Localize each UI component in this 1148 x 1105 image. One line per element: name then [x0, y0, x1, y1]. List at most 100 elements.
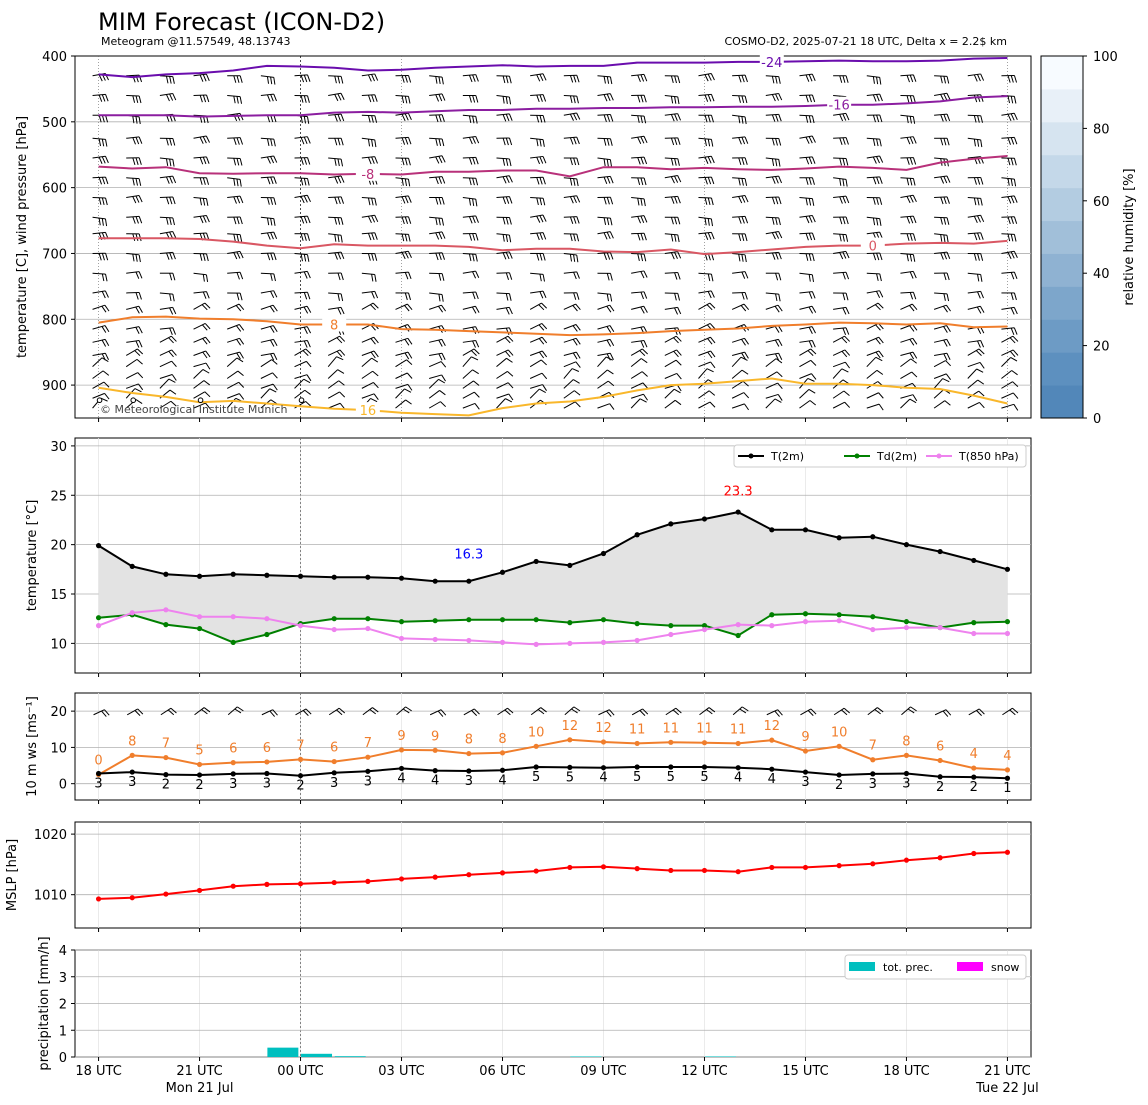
wind-barb-shaft [429, 252, 443, 254]
wind-barb-shaft [126, 136, 140, 139]
wind-barb-flag [1010, 292, 1014, 301]
wind-barb-flag [605, 356, 613, 361]
wind-barb-shaft [395, 136, 409, 139]
wind-barb-shaft [968, 708, 980, 716]
wind-barb-shaft [361, 197, 375, 199]
wind-barb-flag [677, 196, 681, 204]
wind-barb-shaft [631, 135, 645, 139]
wind-barb-flag [839, 216, 843, 225]
wind-value-label: 12 [562, 719, 579, 734]
wind-barb-shaft [698, 322, 711, 330]
wind-barb-flag [270, 273, 273, 281]
wind-barb-flag [367, 216, 372, 224]
wind-barb-flag [303, 306, 309, 314]
date-label: Mon 21 Jul [166, 1081, 234, 1096]
wind-barb-flag [876, 76, 879, 85]
wind-barb-shaft [294, 215, 308, 218]
wind-barb-flag [438, 305, 444, 313]
wind-barb-flag [674, 293, 677, 301]
colorbar-tick-label: 100 [1093, 50, 1118, 65]
wind-barb-shaft [261, 709, 273, 716]
wind-barb-shaft [832, 401, 845, 409]
wind-barb-shaft [429, 338, 442, 343]
wind-barb-flag [672, 709, 680, 716]
wind-barb-shaft [462, 326, 476, 330]
wind-value-label: 3 [465, 774, 473, 789]
wind-barb-flag [273, 139, 276, 147]
wind-barb-flag [542, 253, 546, 261]
series-point [196, 614, 203, 620]
wind-barb-flag [435, 197, 439, 205]
wind-barb-flag [876, 252, 880, 261]
wind-barb-flag [334, 94, 339, 102]
wind-barb-shaft [395, 359, 407, 368]
wind-barb-shaft [598, 709, 610, 716]
wind-barb-shaft [92, 304, 106, 310]
series-point [937, 624, 943, 631]
wind-barb-flag [439, 390, 446, 396]
wind-barb-shaft [260, 137, 274, 140]
wind-barb-flag [305, 348, 312, 355]
wind-barb-shaft [731, 337, 745, 343]
wind-barb-shaft [664, 372, 677, 379]
series-point [600, 550, 607, 557]
wind-barb-flag [771, 176, 776, 184]
wind-barb-flag [606, 710, 612, 717]
wind-barb-flag [236, 357, 244, 363]
wind-barb-flag [233, 216, 237, 225]
wind-barb-shaft [496, 335, 509, 343]
wind-barb-flag [1009, 337, 1016, 344]
wind-barb-flag [808, 340, 813, 348]
wind-barb-shaft [395, 337, 409, 343]
wind-barb-flag [135, 178, 138, 186]
wind-barb-flag [236, 352, 241, 360]
wind-barb-flag [845, 137, 849, 145]
series-point [701, 626, 708, 633]
wind-barb-flag [401, 216, 405, 225]
wind-series-point [937, 774, 943, 780]
isotherm-label: 16 [360, 404, 377, 419]
time-tick-label: 21 UTC [176, 1064, 222, 1079]
wind-barb-flag [438, 378, 446, 384]
wind-barb-flag [539, 177, 543, 185]
wind-barb-flag [978, 708, 985, 715]
wind-barb-shaft [530, 155, 544, 159]
wind-barb-flag [539, 232, 544, 240]
wind-barb-flag [775, 217, 778, 225]
wind-barb-shaft [631, 270, 645, 274]
wind-barb-shaft [126, 340, 140, 343]
wind-barb-shaft [1001, 195, 1015, 199]
wind-value-label: 3 [229, 777, 237, 792]
series-point [163, 622, 169, 628]
wind-barb-flag [670, 96, 674, 104]
wind-barb-shaft [866, 336, 879, 343]
wind-barb-flag [435, 94, 440, 102]
wind-series-point [196, 772, 203, 778]
wind-barb-flag [373, 382, 379, 389]
wind-barb-flag [270, 176, 274, 185]
wind-barb-flag [272, 325, 278, 333]
wind-barb-flag [742, 380, 749, 387]
series-point [432, 636, 438, 643]
wind-barb-shaft [833, 271, 847, 274]
wind-barb-shaft [496, 398, 506, 409]
wind-series-point [398, 747, 405, 753]
wind-barb-flag [943, 217, 947, 225]
wind-barb-flag [576, 216, 580, 224]
wind-barb-flag [909, 339, 915, 346]
wind-series-point [297, 756, 304, 762]
wind-barb-flag [541, 350, 548, 358]
mslp-point [668, 867, 674, 874]
wind-barb-flag [980, 215, 985, 223]
wind-barb-shaft [260, 231, 274, 235]
wind-barb-flag [704, 115, 708, 123]
wind-barb-flag [741, 75, 745, 83]
wind-barb-flag [906, 253, 909, 262]
legend-marker [748, 453, 754, 459]
wind-barb-flag [302, 710, 309, 717]
wind-barb-flag [942, 710, 949, 717]
wind-series-point [499, 750, 506, 756]
wind-barb-flag [946, 251, 951, 260]
wind-barb-shaft [328, 157, 342, 160]
